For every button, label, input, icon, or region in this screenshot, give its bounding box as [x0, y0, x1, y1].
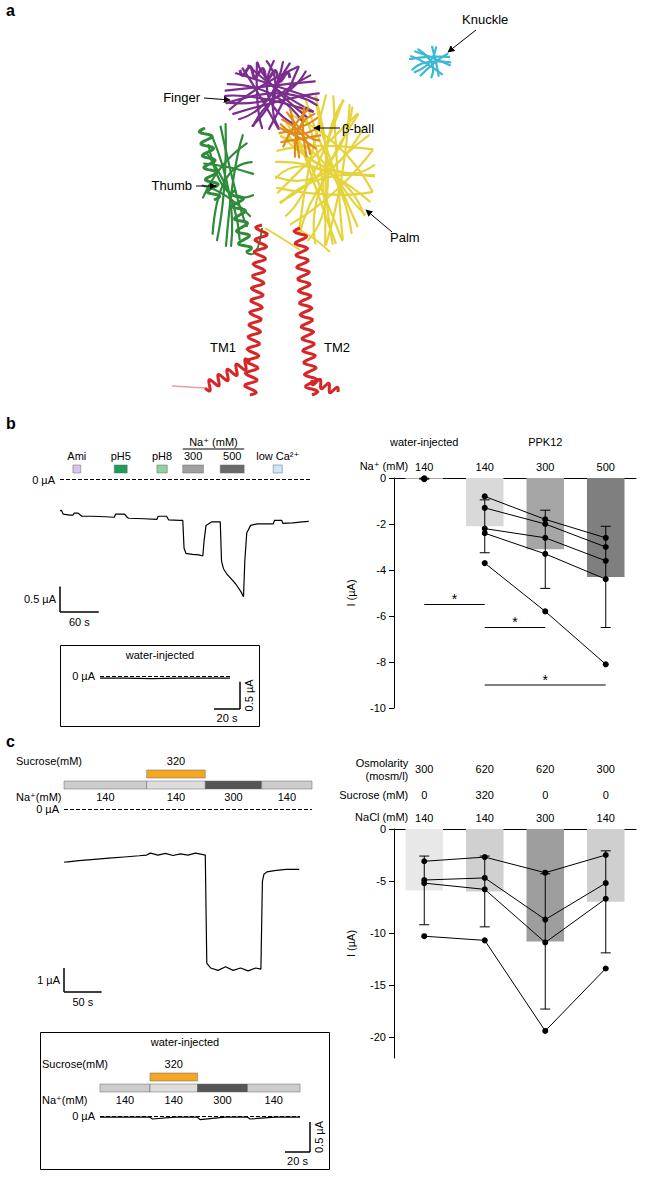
- svg-text:TM1: TM1: [210, 340, 236, 355]
- svg-text:0 µA: 0 µA: [72, 1110, 96, 1122]
- svg-text:320: 320: [476, 789, 494, 801]
- svg-text:20 s: 20 s: [217, 712, 238, 724]
- svg-text:-10: -10: [370, 927, 386, 939]
- svg-text:320: 320: [167, 755, 185, 767]
- svg-text:(mosm/l): (mosm/l): [365, 770, 408, 782]
- svg-text:low Ca²⁺: low Ca²⁺: [256, 450, 299, 462]
- svg-text:300: 300: [224, 791, 242, 803]
- svg-text:β-ball: β-ball: [342, 121, 374, 136]
- svg-text:300: 300: [213, 1094, 231, 1106]
- svg-text:-10: -10: [370, 702, 386, 714]
- svg-text:0 µA: 0 µA: [32, 474, 56, 486]
- svg-text:Na⁺ (mM): Na⁺ (mM): [189, 436, 238, 448]
- svg-text:140: 140: [96, 791, 114, 803]
- svg-text:140: 140: [165, 1094, 183, 1106]
- svg-text:300: 300: [536, 812, 554, 824]
- svg-text:-4: -4: [376, 564, 386, 576]
- svg-text:50 s: 50 s: [72, 996, 93, 1008]
- svg-text:0 µA: 0 µA: [36, 803, 60, 815]
- svg-text:140: 140: [597, 812, 615, 824]
- svg-text:0.5 µA: 0.5 µA: [24, 593, 57, 605]
- svg-text:water-injected: water-injected: [125, 649, 194, 661]
- svg-text:pH8: pH8: [152, 450, 172, 462]
- html-text:c: c: [6, 733, 15, 750]
- svg-text:Osmolarity: Osmolarity: [356, 757, 409, 769]
- svg-text:140: 140: [116, 1094, 134, 1106]
- svg-text:60 s: 60 s: [69, 616, 90, 628]
- svg-text:0: 0: [421, 789, 427, 801]
- svg-text:0: 0: [603, 789, 609, 801]
- svg-text:I (µA): I (µA): [345, 579, 357, 606]
- svg-text:620: 620: [476, 763, 494, 775]
- svg-text:300: 300: [184, 450, 202, 462]
- svg-text:pH5: pH5: [111, 450, 131, 462]
- svg-text:Na⁺ (mM): Na⁺ (mM): [360, 460, 409, 472]
- svg-text:Sucrose(mM): Sucrose(mM): [42, 1058, 108, 1070]
- svg-text:Palm: Palm: [390, 230, 420, 245]
- svg-text:140: 140: [167, 791, 185, 803]
- svg-text:*: *: [452, 591, 458, 607]
- svg-text:*: *: [543, 672, 549, 688]
- svg-text:Sucrose (mM): Sucrose (mM): [339, 789, 408, 801]
- svg-text:300: 300: [536, 461, 554, 473]
- svg-text:Sucrose(mM): Sucrose(mM): [16, 755, 82, 767]
- svg-text:1 µA: 1 µA: [37, 974, 61, 986]
- svg-text:500: 500: [597, 461, 615, 473]
- svg-text:140: 140: [415, 461, 433, 473]
- svg-text:Thumb: Thumb: [152, 178, 192, 193]
- svg-text:-2: -2: [376, 518, 386, 530]
- svg-text:water-injected: water-injected: [150, 1036, 219, 1048]
- svg-text:620: 620: [536, 763, 554, 775]
- svg-text:Knuckle: Knuckle: [462, 12, 508, 27]
- svg-text:Ami: Ami: [67, 450, 86, 462]
- svg-text:-20: -20: [370, 1031, 386, 1043]
- svg-text:0: 0: [542, 789, 548, 801]
- svg-text:*: *: [512, 614, 518, 630]
- svg-text:500: 500: [223, 450, 241, 462]
- svg-text:-6: -6: [376, 610, 386, 622]
- svg-text:320: 320: [165, 1058, 183, 1070]
- svg-text:-5: -5: [376, 875, 386, 887]
- svg-text:0: 0: [380, 823, 386, 835]
- svg-text:0: 0: [380, 472, 386, 484]
- svg-text:20 s: 20 s: [287, 1155, 308, 1167]
- svg-text:I (µA): I (µA): [345, 930, 357, 957]
- svg-text:300: 300: [415, 763, 433, 775]
- svg-text:Na⁺(mM): Na⁺(mM): [16, 791, 62, 803]
- svg-text:140: 140: [278, 791, 296, 803]
- svg-text:-15: -15: [370, 979, 386, 991]
- svg-text:0.5 µA: 0.5 µA: [313, 1120, 325, 1153]
- svg-text:300: 300: [597, 763, 615, 775]
- svg-text:140: 140: [265, 1094, 283, 1106]
- svg-text:0.5 µA: 0.5 µA: [243, 679, 255, 712]
- svg-text:140: 140: [476, 812, 494, 824]
- svg-text:NaCl (mM): NaCl (mM): [355, 811, 408, 823]
- html-text:a: a: [6, 2, 15, 19]
- html-text:b: b: [6, 415, 16, 432]
- svg-text:-8: -8: [376, 656, 386, 668]
- svg-text:Finger: Finger: [163, 90, 201, 105]
- svg-text:140: 140: [415, 812, 433, 824]
- svg-text:140: 140: [476, 461, 494, 473]
- svg-text:PPK12: PPK12: [528, 436, 562, 448]
- svg-text:TM2: TM2: [324, 340, 350, 355]
- svg-text:Na⁺(mM): Na⁺(mM): [42, 1094, 88, 1106]
- svg-text:0 µA: 0 µA: [72, 670, 96, 682]
- svg-text:water-injected: water-injected: [389, 436, 458, 448]
